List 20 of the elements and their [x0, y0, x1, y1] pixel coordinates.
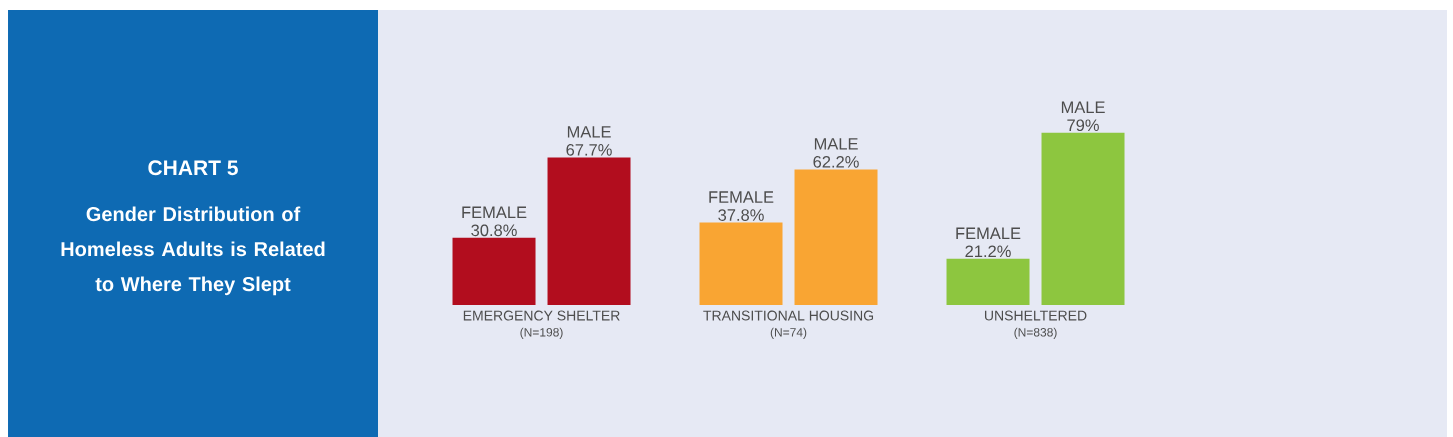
text: (N=74) [770, 327, 807, 339]
text: (N=838) [1014, 327, 1057, 339]
x-tick-label: EMERGENCY SHELTER [463, 310, 620, 321]
data-label: 62.2% [813, 156, 859, 168]
text: FEMALE [709, 191, 774, 203]
text: (N=198) [520, 327, 563, 339]
series-label: FEMALE [956, 227, 1021, 239]
text: FEMALE [462, 206, 527, 218]
text: MALE [567, 126, 611, 138]
data-label: 21.2% [965, 245, 1011, 258]
data-label: 67.7% [566, 144, 612, 156]
x-tick-label: UNSHELTERED [984, 310, 1087, 321]
data-label: 37.8% [718, 209, 764, 221]
data-label: 30.8% [471, 224, 517, 237]
x-tick-label: TRANSITIONAL HOUSING [703, 310, 874, 321]
series-label: MALE [814, 138, 858, 150]
text: Gender Distribution of Homeless Adults is Related to Where They Slept [61, 206, 325, 296]
text: MALE [1061, 101, 1105, 113]
data-label: 79% [1067, 119, 1099, 132]
text: CHART 5 [148, 160, 238, 176]
